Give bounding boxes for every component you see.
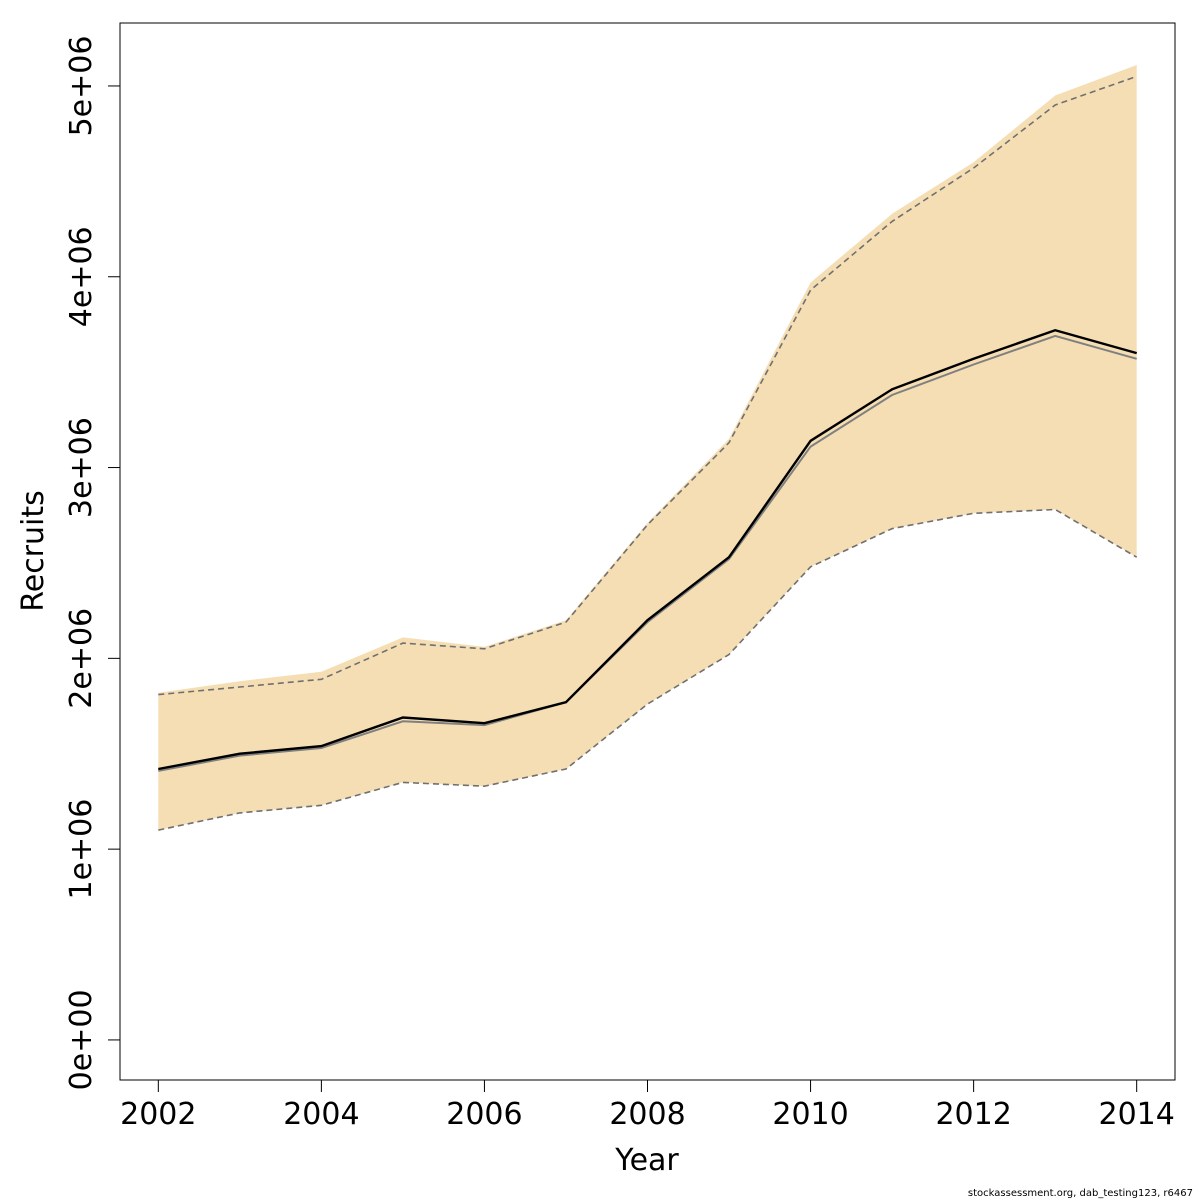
y-axis: 0e+00 1e+06 2e+06 3e+06 4e+06 5e+06: [64, 36, 121, 1090]
lower-ci-line: [158, 508, 1138, 831]
x-tick-label: 2014: [1099, 1097, 1175, 1132]
plot-area: [158, 65, 1138, 831]
upper-ci-line: [158, 75, 1137, 696]
y-tick-label: 2e+06: [64, 608, 99, 709]
estimate-line: [158, 328, 1138, 771]
x-tick-label: 2008: [609, 1097, 685, 1132]
x-axis-title: Year: [614, 1143, 679, 1178]
y-tick-label: 4e+06: [64, 226, 99, 327]
footer-note: stockassessment.org, dab_testing123, r64…: [968, 1188, 1193, 1199]
y-tick-label: 1e+06: [64, 799, 99, 900]
x-tick-label: 2006: [446, 1097, 522, 1132]
confidence-band: [158, 65, 1137, 831]
y-tick-label: 0e+00: [64, 989, 99, 1090]
y-tick-label: 3e+06: [64, 417, 99, 518]
x-tick-label: 2002: [120, 1097, 196, 1132]
x-axis: 2002 2004 2006 2008 2010 2012 2014: [120, 1079, 1175, 1132]
y-axis-title: Recruits: [16, 490, 51, 612]
x-tick-label: 2004: [283, 1097, 359, 1132]
x-tick-label: 2010: [772, 1097, 848, 1132]
y-tick-label: 5e+06: [64, 36, 99, 137]
baseline-line: [158, 334, 1137, 772]
x-tick-label: 2012: [935, 1097, 1011, 1132]
